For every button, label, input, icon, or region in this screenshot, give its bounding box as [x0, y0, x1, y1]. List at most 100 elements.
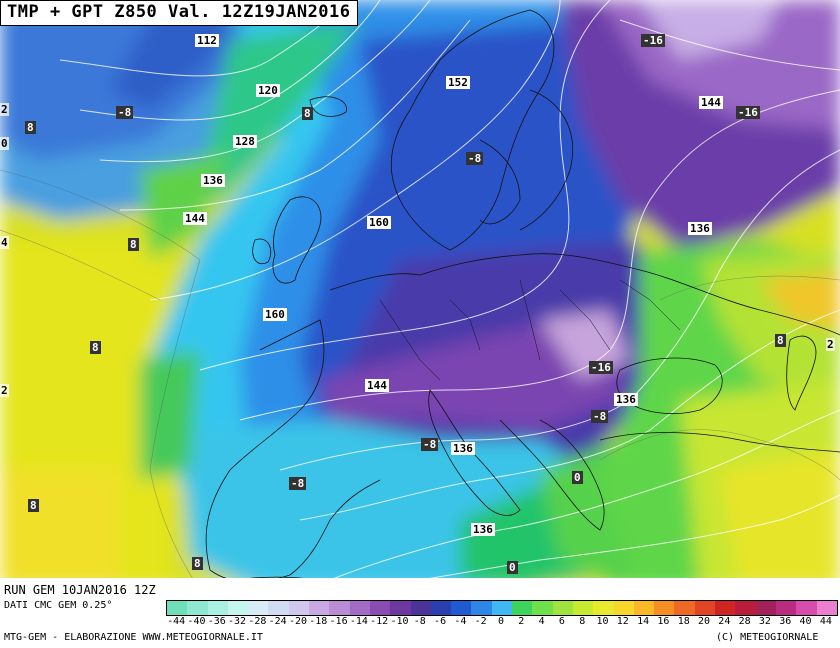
- temperature-label: 8: [302, 107, 313, 120]
- colorbar-tick-label: -36: [207, 616, 226, 627]
- colorbar-tick-label: 40: [799, 616, 812, 627]
- edge-label: 2: [826, 338, 835, 351]
- colorbar-swatch: [491, 601, 513, 615]
- colorbar-swatch: [775, 601, 797, 615]
- temperature-label: 8: [128, 238, 139, 251]
- colorbar-swatch: [674, 601, 695, 615]
- edge-label: 0: [0, 137, 9, 150]
- isohypse-label: 160: [263, 308, 287, 321]
- colorbar-tick-label: -14: [349, 616, 368, 627]
- colorbar-swatch: [613, 601, 634, 615]
- colorbar-tick-label: -4: [454, 616, 467, 627]
- temperature-label: -8: [591, 410, 609, 423]
- temperature-label: -8: [421, 438, 439, 451]
- temperature-label: 8: [192, 557, 203, 570]
- colorbar-tick-label: 24: [718, 616, 731, 627]
- colorbar-tick-label: -8: [413, 616, 426, 627]
- colorbar-swatch: [369, 601, 391, 615]
- colorbar-tick-label: 4: [538, 616, 545, 627]
- edge-label: 2: [0, 103, 9, 116]
- colorbar-tick-label: 12: [616, 616, 629, 627]
- data-source: DATI CMC GEM 0.25°: [4, 600, 113, 611]
- colorbar-tick-label: 0: [497, 616, 505, 627]
- isohypse-label: 144: [183, 212, 207, 225]
- credit-left: MTG-GEM - ELABORAZIONE WWW.METEOGIORNALE…: [4, 632, 263, 643]
- colorbar-tick-label: -28: [248, 616, 267, 627]
- colorbar-swatch: [288, 601, 310, 615]
- colorbar-tick-label: 6: [558, 616, 565, 627]
- colorbar-swatch: [633, 601, 655, 615]
- temperature-label: -8: [466, 152, 484, 165]
- colorbar-swatch: [410, 601, 431, 615]
- colorbar-swatch: [593, 601, 614, 615]
- isohypse-label: 152: [446, 76, 470, 89]
- colorbar-tick-label: 16: [657, 616, 670, 627]
- colorbar-tick-label: -6: [434, 616, 447, 627]
- colorbar-tick-label: -44: [167, 616, 186, 627]
- isohypse-label: 136: [614, 393, 638, 406]
- temperature-label: 8: [25, 121, 36, 134]
- temperature-label: 8: [28, 499, 39, 512]
- temperature-label: 8: [775, 334, 786, 347]
- map-title: TMP + GPT Z850 Val. 12Z19JAN2016: [0, 0, 358, 26]
- colorbar-tick-label: 28: [738, 616, 751, 627]
- colorbar-swatch: [248, 601, 269, 615]
- temperature-label: -16: [641, 34, 665, 47]
- temperature-label: 0: [572, 471, 583, 484]
- colorbar-tick-label: -20: [288, 616, 307, 627]
- temperature-label: -8: [116, 106, 134, 119]
- colorbar-tick-label: -24: [268, 616, 287, 627]
- colorbar-tick-label: -32: [228, 616, 247, 627]
- isohypse-label: 144: [365, 379, 389, 392]
- colorbar-swatch: [694, 601, 716, 615]
- colorbar-swatch: [167, 601, 188, 615]
- colorbar-tick-label: 32: [758, 616, 771, 627]
- credit-right: (C) METEOGIORNALE: [716, 632, 819, 643]
- temperature-label: 0: [507, 561, 518, 574]
- edge-label: 2: [0, 384, 9, 397]
- colorbar-tick-label: 2: [518, 616, 525, 627]
- colorbar-tick-label: 14: [637, 616, 650, 627]
- colorbar-tick-label: -10: [390, 616, 409, 627]
- colorbar-tick-label: 10: [596, 616, 609, 627]
- colorbar-swatch: [207, 601, 228, 615]
- colorbar-tick-label: -18: [309, 616, 328, 627]
- colorbar-tick-label: 18: [677, 616, 690, 627]
- temperature-label: -16: [736, 106, 760, 119]
- colorbar-swatch: [390, 601, 411, 615]
- colorbar-swatch: [430, 601, 452, 615]
- colorbar-swatch: [654, 601, 675, 615]
- isohypse-label: 160: [367, 216, 391, 229]
- colorbar-swatch: [187, 601, 208, 615]
- colorbar-swatch: [329, 601, 350, 615]
- colorbar-swatch: [572, 601, 594, 615]
- isohypse-label: 120: [256, 84, 280, 97]
- colorbar-swatch: [227, 601, 249, 615]
- colorbar-swatch: [715, 601, 736, 615]
- colorbar-tick-label: -12: [370, 616, 389, 627]
- isohypse-label: 128: [233, 135, 257, 148]
- colorbar-tick-label: -2: [474, 616, 487, 627]
- colorbar-tick-label: -16: [329, 616, 348, 627]
- edge-label: 4: [0, 236, 9, 249]
- colorbar-ticks: -44 -40 -36 -32 -28 -24 -20 -18 -16 -14 -12 -10 -8 -6…: [166, 616, 836, 628]
- isohypse-label: 136: [451, 442, 475, 455]
- colorbar-tick-label: 8: [579, 616, 586, 627]
- temperature-colorbar: [166, 600, 838, 616]
- colorbar-swatch: [451, 601, 472, 615]
- colorbar-swatch: [349, 601, 370, 615]
- temperature-label: -8: [289, 477, 307, 490]
- colorbar-swatch: [796, 601, 817, 615]
- colorbar-swatch: [552, 601, 573, 615]
- colorbar-swatch: [532, 601, 553, 615]
- colorbar-swatch: [755, 601, 776, 615]
- colorbar-swatch: [735, 601, 756, 615]
- colorbar-swatch: [309, 601, 330, 615]
- isohypse-label: 112: [195, 34, 219, 47]
- colorbar-swatch: [471, 601, 492, 615]
- colorbar-swatch: [816, 601, 837, 615]
- isohypse-label: 144: [699, 96, 723, 109]
- colorbar-tick-label: 44: [819, 616, 832, 627]
- isohypse-label: 136: [471, 523, 495, 536]
